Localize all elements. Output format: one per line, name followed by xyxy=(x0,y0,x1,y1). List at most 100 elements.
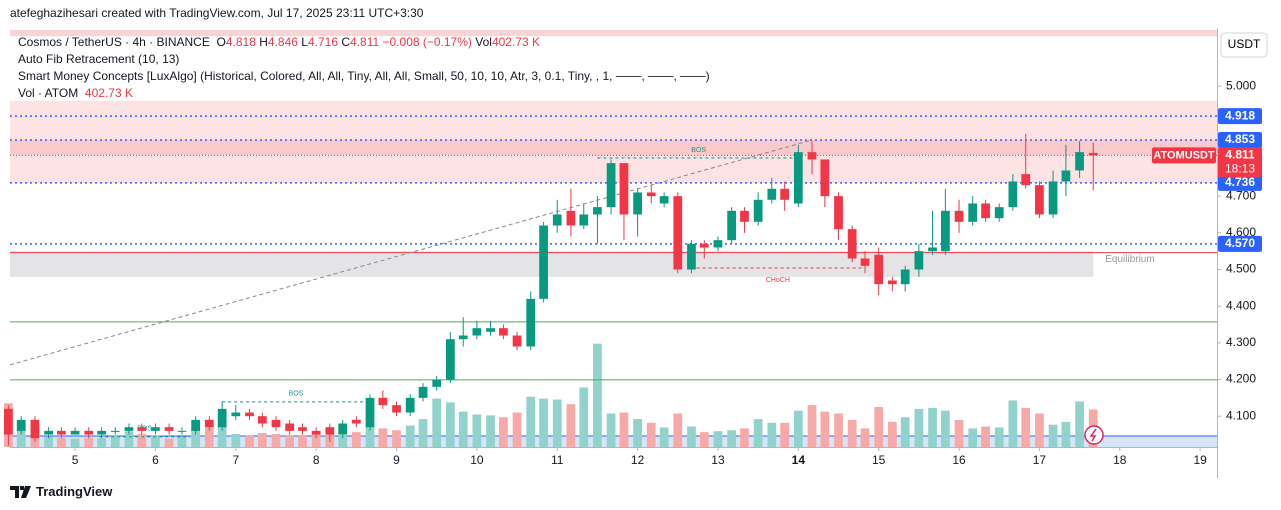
ohlc-value: 4.716 xyxy=(307,35,338,49)
volume-bar xyxy=(351,432,361,447)
volume-bar xyxy=(378,428,388,447)
zone xyxy=(10,251,1094,277)
candle-body xyxy=(298,427,307,431)
candle-body xyxy=(713,240,723,248)
x-tick-label: 14 xyxy=(792,453,806,467)
volume-bar xyxy=(914,408,924,447)
candle-body xyxy=(325,427,335,435)
volume-bar xyxy=(727,430,737,447)
volume-bar xyxy=(365,422,375,447)
x-tick-label: 15 xyxy=(872,453,886,467)
indicator[interactable]: Smart Money Concepts [LuxAlgo] (Historic… xyxy=(18,69,710,83)
candle-body xyxy=(445,339,455,380)
volume-bar xyxy=(405,425,415,447)
volume-bar xyxy=(1061,421,1071,447)
volume-bar xyxy=(579,387,589,447)
volume-bar xyxy=(16,423,26,447)
currency-button[interactable] xyxy=(1220,32,1268,58)
current-symbol-box xyxy=(1152,147,1216,164)
volume-bar xyxy=(606,413,616,447)
x-tick-label: 18 xyxy=(1113,453,1127,467)
countdown: 18:13 xyxy=(1225,162,1255,176)
volume-bar xyxy=(887,421,897,447)
change: −0.008 (−0.17%) xyxy=(382,35,472,49)
candle-body xyxy=(1048,181,1058,215)
y-tick-label: 4.300 xyxy=(1226,335,1256,349)
alert-icon-bolt xyxy=(1089,428,1097,442)
candle-body xyxy=(834,196,843,230)
volume-bar xyxy=(486,415,495,447)
volume-bar xyxy=(713,431,723,447)
volume-bar xyxy=(566,404,576,447)
volume-bar xyxy=(699,432,709,447)
volume-bar xyxy=(177,436,187,447)
volume-bar xyxy=(338,434,348,447)
candle-body xyxy=(847,229,857,259)
candle-body xyxy=(1021,174,1031,186)
volume-layer xyxy=(4,343,1098,447)
x-tick-label: 12 xyxy=(631,453,645,467)
candle-body xyxy=(928,247,937,252)
x-tick-label: 9 xyxy=(393,453,400,467)
candle-body xyxy=(593,207,602,215)
ohlc-value: 4.846 xyxy=(267,35,298,49)
volume-bar xyxy=(217,420,227,447)
volume-bar xyxy=(445,402,455,447)
current-price: 4.811 xyxy=(1225,148,1255,162)
candle-body xyxy=(365,397,375,428)
ohlc-value: 4.818 xyxy=(225,35,256,49)
candle-body xyxy=(378,397,388,406)
volume-bar xyxy=(70,438,80,447)
volume-bar xyxy=(204,427,214,447)
volume-bar xyxy=(928,407,937,447)
volume-bar xyxy=(298,435,307,447)
y-tick-label: 4.200 xyxy=(1226,372,1256,386)
candle-body xyxy=(164,427,174,431)
volume-bar xyxy=(941,410,950,447)
x-tick-label: 16 xyxy=(952,453,966,467)
candle-body xyxy=(1008,181,1018,208)
candle-body xyxy=(392,405,401,413)
x-tick-label: 13 xyxy=(711,453,725,467)
candle-body xyxy=(151,427,160,431)
candle-body xyxy=(204,419,214,428)
volume-bar xyxy=(512,412,522,447)
symbol: Cosmos / TetherUS · 4h · BINANCE xyxy=(18,35,210,49)
candle-body xyxy=(30,419,40,439)
currency-label[interactable]: USDT xyxy=(1228,37,1261,51)
structure-label: CHoCH xyxy=(766,277,790,284)
volume-bar xyxy=(673,413,683,447)
volume-bar xyxy=(780,422,790,447)
x-tick-label: 11 xyxy=(551,453,564,467)
candle-body xyxy=(16,419,26,431)
candle-body xyxy=(97,430,106,435)
candle-body xyxy=(1075,152,1084,171)
volume-bar xyxy=(954,420,964,447)
alert-icon[interactable] xyxy=(1084,425,1104,445)
indicator[interactable]: Auto Fib Retracement (10, 13) xyxy=(18,52,180,66)
volume-indicator[interactable]: Vol · ATOM 402.73 K xyxy=(18,85,710,102)
volume-bar xyxy=(860,428,870,447)
candle-body xyxy=(552,214,562,226)
price-label-box xyxy=(1218,174,1262,191)
volume-indicator-name: Vol · ATOM xyxy=(18,86,79,100)
ohlc-label: L xyxy=(301,35,308,49)
volume-bar xyxy=(994,427,1004,447)
volume-bar xyxy=(981,426,990,447)
candle-body xyxy=(285,423,295,431)
candle-body xyxy=(727,210,737,241)
volume-bar xyxy=(458,411,468,447)
candle-body xyxy=(954,210,964,222)
candle-body xyxy=(994,207,1004,219)
volume-bar xyxy=(633,419,642,447)
volume-indicator-value: 402.73 K xyxy=(84,86,133,100)
candle-body xyxy=(110,430,120,432)
zone-label: Equilibrium xyxy=(1105,254,1154,265)
volume-bar xyxy=(659,427,669,447)
x-tick-label: 7 xyxy=(232,453,239,467)
candle-body xyxy=(177,430,187,432)
volume-bar xyxy=(392,430,401,447)
price-label-box xyxy=(1218,235,1262,252)
